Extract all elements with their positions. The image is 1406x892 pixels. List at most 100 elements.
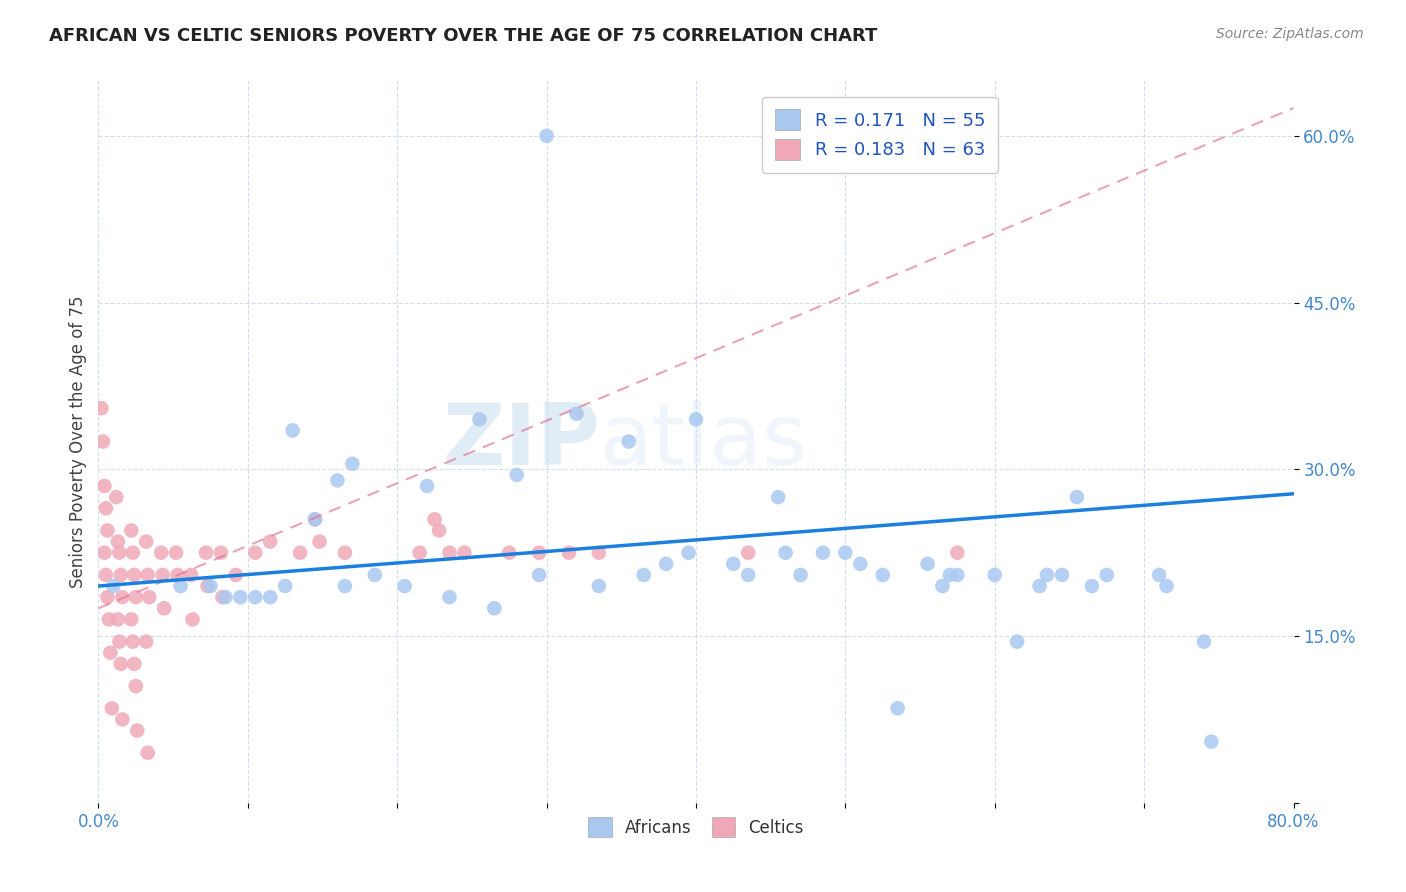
- Point: [274, 579, 297, 593]
- Point: [96, 524, 118, 538]
- Point: [946, 568, 969, 582]
- Point: [439, 546, 461, 560]
- Point: [150, 546, 173, 560]
- Point: [107, 612, 129, 626]
- Point: [108, 546, 131, 560]
- Y-axis label: Seniors Poverty Over the Age of 75: Seniors Poverty Over the Age of 75: [69, 295, 87, 588]
- Point: [121, 546, 143, 560]
- Point: [110, 568, 132, 582]
- Point: [1147, 568, 1170, 582]
- Point: [655, 557, 678, 571]
- Point: [125, 590, 148, 604]
- Point: [103, 579, 125, 593]
- Point: [169, 579, 191, 593]
- Point: [304, 512, 326, 526]
- Point: [498, 546, 520, 560]
- Point: [138, 590, 160, 604]
- Point: [1036, 568, 1059, 582]
- Point: [394, 579, 416, 593]
- Point: [342, 457, 364, 471]
- Point: [105, 490, 128, 504]
- Point: [588, 546, 610, 560]
- Point: [245, 590, 267, 604]
- Point: [527, 546, 550, 560]
- Point: [90, 401, 112, 416]
- Point: [96, 590, 118, 604]
- Point: [304, 512, 326, 526]
- Point: [308, 534, 330, 549]
- Point: [211, 590, 233, 604]
- Point: [120, 612, 142, 626]
- Point: [678, 546, 700, 560]
- Point: [834, 546, 856, 560]
- Point: [214, 590, 236, 604]
- Point: [427, 524, 450, 538]
- Point: [931, 579, 953, 593]
- Point: [849, 557, 872, 571]
- Point: [110, 657, 132, 671]
- Point: [91, 434, 114, 449]
- Point: [121, 634, 143, 648]
- Point: [917, 557, 939, 571]
- Point: [333, 546, 356, 560]
- Point: [484, 601, 506, 615]
- Legend: Africans, Celtics: Africans, Celtics: [579, 809, 813, 845]
- Point: [94, 501, 117, 516]
- Point: [259, 590, 281, 604]
- Point: [229, 590, 252, 604]
- Point: [136, 746, 159, 760]
- Point: [136, 568, 159, 582]
- Point: [416, 479, 439, 493]
- Point: [1201, 734, 1223, 748]
- Point: [120, 524, 142, 538]
- Point: [364, 568, 387, 582]
- Point: [108, 634, 131, 648]
- Point: [135, 534, 157, 549]
- Point: [125, 679, 148, 693]
- Text: AFRICAN VS CELTIC SENIORS POVERTY OVER THE AGE OF 75 CORRELATION CHART: AFRICAN VS CELTIC SENIORS POVERTY OVER T…: [49, 27, 877, 45]
- Point: [197, 579, 219, 593]
- Text: atlas: atlas: [600, 400, 808, 483]
- Point: [946, 546, 969, 560]
- Point: [1095, 568, 1118, 582]
- Point: [1192, 634, 1215, 648]
- Point: [107, 534, 129, 549]
- Point: [1005, 634, 1028, 648]
- Point: [775, 546, 797, 560]
- Point: [94, 568, 117, 582]
- Point: [886, 701, 908, 715]
- Point: [617, 434, 640, 449]
- Point: [423, 512, 446, 526]
- Point: [153, 601, 176, 615]
- Point: [536, 128, 558, 143]
- Point: [588, 579, 610, 593]
- Point: [527, 568, 550, 582]
- Point: [468, 412, 491, 426]
- Point: [1028, 579, 1050, 593]
- Point: [506, 467, 529, 482]
- Point: [811, 546, 834, 560]
- Point: [737, 546, 759, 560]
- Point: [166, 568, 188, 582]
- Point: [135, 634, 157, 648]
- Point: [200, 579, 222, 593]
- Point: [281, 424, 304, 438]
- Text: Source: ZipAtlas.com: Source: ZipAtlas.com: [1216, 27, 1364, 41]
- Point: [685, 412, 707, 426]
- Point: [97, 612, 120, 626]
- Point: [245, 546, 267, 560]
- Point: [180, 568, 202, 582]
- Point: [408, 546, 430, 560]
- Point: [766, 490, 789, 504]
- Point: [984, 568, 1007, 582]
- Point: [288, 546, 311, 560]
- Point: [101, 701, 124, 715]
- Point: [127, 723, 149, 738]
- Point: [111, 713, 134, 727]
- Point: [939, 568, 962, 582]
- Point: [93, 479, 115, 493]
- Point: [333, 579, 356, 593]
- Point: [789, 568, 811, 582]
- Point: [152, 568, 174, 582]
- Point: [98, 646, 122, 660]
